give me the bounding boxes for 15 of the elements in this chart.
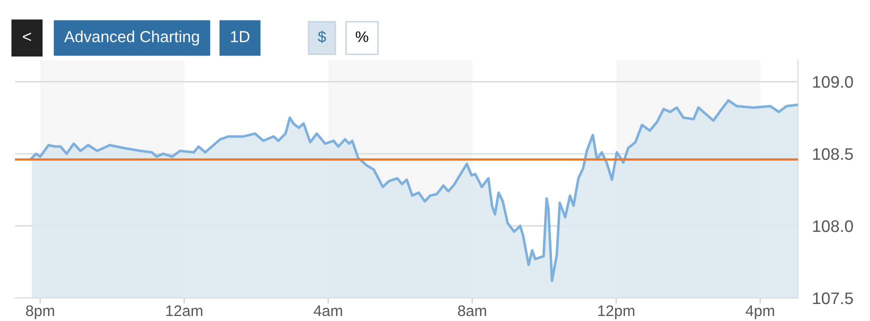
- text: 1D: [231, 31, 250, 42]
- text: $: [318, 30, 326, 44]
- x-tick-label: 4am: [314, 306, 342, 316]
- x-tick-label: 12am: [166, 305, 202, 316]
- y-tick-label: 108.0: [813, 220, 853, 232]
- y-tick-label: 109.0: [813, 76, 853, 88]
- y-tick-label: 108.5: [813, 148, 853, 160]
- x-tick-label: 12pm: [598, 305, 634, 320]
- text: %: [356, 31, 368, 42]
- x-tick-label: 8am: [458, 305, 486, 316]
- y-tick-label: 107.5: [813, 292, 853, 304]
- text: Advanced Charting: [64, 30, 199, 46]
- text: <: [22, 32, 32, 42]
- x-tick-label: 8pm: [26, 305, 54, 320]
- x-tick-label: 4pm: [746, 306, 774, 320]
